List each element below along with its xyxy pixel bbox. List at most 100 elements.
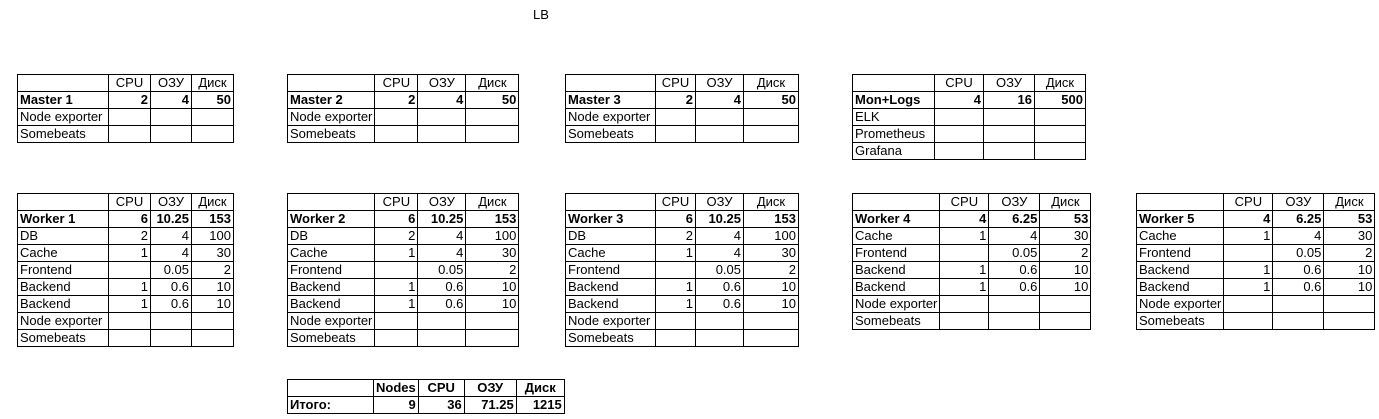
service-ram: 4 bbox=[417, 244, 467, 262]
table-row: DB 2 4 100 bbox=[286, 227, 520, 245]
header-ram: ОЗУ bbox=[695, 74, 744, 92]
service-ram bbox=[988, 295, 1041, 313]
service-ram: 0.05 bbox=[988, 244, 1041, 262]
table-row: Node exporter bbox=[286, 312, 520, 330]
node-ram: 6.25 bbox=[988, 210, 1041, 228]
service-name: Backend bbox=[286, 295, 376, 313]
service-cpu bbox=[108, 312, 151, 330]
service-disk: 10 bbox=[1323, 278, 1376, 296]
service-disk: 10 bbox=[1039, 278, 1092, 296]
service-name: Cache bbox=[17, 244, 109, 262]
service-cpu bbox=[374, 108, 419, 126]
service-cpu: 1 bbox=[655, 278, 696, 296]
worker-table: CPU ОЗУ Диск Worker 2 6 10.25 153 DB 2 4 100 Cache 1… bbox=[286, 193, 520, 347]
service-disk bbox=[465, 108, 520, 126]
service-name: Cache bbox=[1135, 227, 1225, 245]
service-cpu bbox=[655, 329, 696, 347]
service-ram: 0.05 bbox=[695, 261, 744, 279]
service-ram: 0.6 bbox=[988, 278, 1041, 296]
service-disk: 10 bbox=[191, 278, 234, 296]
service-cpu: 1 bbox=[655, 295, 696, 313]
header-cpu: CPU bbox=[655, 193, 696, 211]
summary-row: Worker 3 6 10.25 153 bbox=[565, 210, 799, 228]
service-ram bbox=[695, 312, 744, 330]
service-ram: 4 bbox=[1272, 227, 1325, 245]
service-name: DB bbox=[565, 227, 656, 245]
service-name: Frontend bbox=[17, 261, 109, 279]
total-values-row: Итого: 9 36 71.25 1215 bbox=[287, 396, 565, 414]
header-ram: ОЗУ bbox=[417, 193, 467, 211]
service-cpu: 1 bbox=[939, 227, 990, 245]
service-disk bbox=[743, 329, 799, 347]
table-row: Somebeats bbox=[17, 329, 234, 347]
service-name: Prometheus bbox=[852, 125, 935, 143]
node-cpu: 4 bbox=[934, 91, 984, 109]
summary-row: Worker 1 6 10.25 153 bbox=[17, 210, 234, 228]
header-row: CPU ОЗУ Диск bbox=[17, 193, 234, 211]
server-table: CPU ОЗУ Диск Master 2 2 4 50 Node exporter Someb… bbox=[286, 74, 520, 143]
total-header-nodes: Nodes bbox=[373, 379, 419, 397]
service-disk bbox=[743, 125, 799, 143]
corner-cell bbox=[286, 193, 376, 211]
corner-cell bbox=[565, 74, 656, 92]
header-disk: Диск bbox=[465, 74, 520, 92]
total-disk: 1215 bbox=[515, 396, 565, 414]
service-disk bbox=[1323, 295, 1376, 313]
service-cpu bbox=[655, 125, 696, 143]
service-cpu: 1 bbox=[374, 295, 419, 313]
node-name: Mon+Logs bbox=[852, 91, 935, 109]
header-cpu: CPU bbox=[934, 74, 984, 92]
table-row: DB 2 4 100 bbox=[565, 227, 799, 245]
total-nodes: 9 bbox=[373, 396, 419, 414]
total-label: Итого: bbox=[287, 396, 374, 414]
service-disk bbox=[1039, 295, 1092, 313]
corner-cell bbox=[1135, 193, 1225, 211]
corner-cell bbox=[286, 74, 376, 92]
service-name: Grafana bbox=[852, 142, 935, 160]
service-ram bbox=[988, 312, 1041, 330]
service-cpu: 2 bbox=[108, 227, 151, 245]
service-disk bbox=[1039, 312, 1092, 330]
service-ram bbox=[695, 108, 744, 126]
service-cpu: 1 bbox=[939, 278, 990, 296]
service-name: Backend bbox=[851, 261, 941, 279]
service-ram bbox=[983, 142, 1035, 160]
table-row: Node exporter bbox=[286, 108, 520, 126]
service-ram bbox=[983, 125, 1035, 143]
service-disk bbox=[191, 312, 234, 330]
header-row: CPU ОЗУ Диск bbox=[852, 74, 1086, 92]
table-row: Frontend 0.05 2 bbox=[851, 244, 1092, 262]
service-disk: 10 bbox=[465, 295, 520, 313]
service-name: Backend bbox=[565, 295, 656, 313]
service-cpu: 1 bbox=[939, 261, 990, 279]
table-row: Somebeats bbox=[1135, 312, 1376, 330]
table-row: Node exporter bbox=[565, 108, 799, 126]
node-name: Worker 5 bbox=[1135, 210, 1225, 228]
service-name: Node exporter bbox=[565, 312, 656, 330]
service-ram bbox=[695, 329, 744, 347]
service-disk bbox=[191, 108, 234, 126]
node-cpu: 4 bbox=[1223, 210, 1274, 228]
service-cpu bbox=[939, 295, 990, 313]
header-cpu: CPU bbox=[655, 74, 696, 92]
table-row: Backend 1 0.6 10 bbox=[1135, 261, 1376, 279]
service-disk: 30 bbox=[1039, 227, 1092, 245]
service-name: Somebeats bbox=[1135, 312, 1225, 330]
node-ram: 4 bbox=[695, 91, 744, 109]
total-table: Nodes CPU ОЗУ Диск Итого: 9 36 71.25 121… bbox=[287, 379, 565, 414]
service-cpu: 1 bbox=[108, 295, 151, 313]
lb-title: LB bbox=[533, 7, 549, 22]
service-ram bbox=[1272, 312, 1325, 330]
service-ram: 0.6 bbox=[150, 295, 192, 313]
table-row: Grafana bbox=[852, 142, 1086, 160]
service-name: Somebeats bbox=[286, 125, 376, 143]
service-cpu: 1 bbox=[108, 244, 151, 262]
service-name: Backend bbox=[17, 278, 109, 296]
header-ram: ОЗУ bbox=[983, 74, 1035, 92]
node-cpu: 6 bbox=[374, 210, 419, 228]
service-disk: 2 bbox=[465, 261, 520, 279]
service-cpu bbox=[374, 329, 419, 347]
table-row: Node exporter bbox=[1135, 295, 1376, 313]
service-name: Frontend bbox=[286, 261, 376, 279]
header-ram: ОЗУ bbox=[695, 193, 744, 211]
